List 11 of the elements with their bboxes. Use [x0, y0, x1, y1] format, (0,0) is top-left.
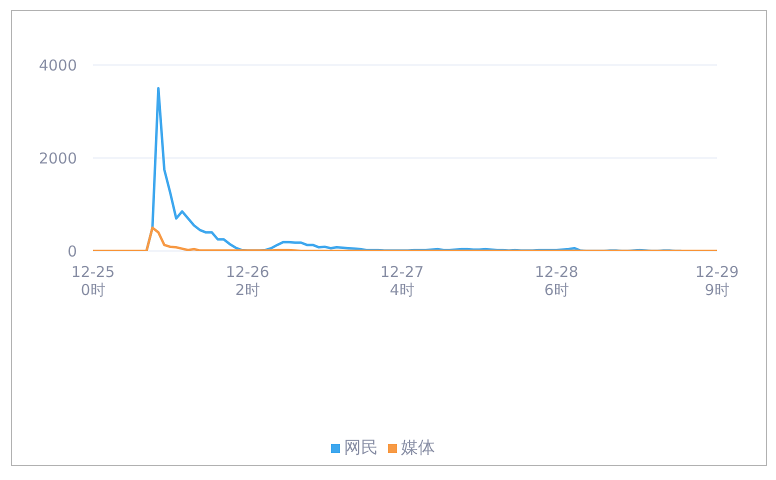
x-tick-label: 12-28 6时: [534, 263, 578, 299]
x-tick-label: 12-25 0时: [71, 263, 115, 299]
y-tick-label: 0: [67, 242, 77, 260]
legend-label: 媒体: [401, 438, 435, 458]
line-series: [92, 226, 718, 251]
legend-label: 网民: [344, 438, 378, 458]
x-tick-label: 12-27 4时: [380, 263, 424, 299]
x-tick-label: 12-29 9时: [695, 263, 739, 299]
y-tick-label: 2000: [38, 149, 77, 168]
y-tick-label: 4000: [38, 56, 77, 74]
x-tick-label: 12-26 2时: [226, 263, 270, 299]
